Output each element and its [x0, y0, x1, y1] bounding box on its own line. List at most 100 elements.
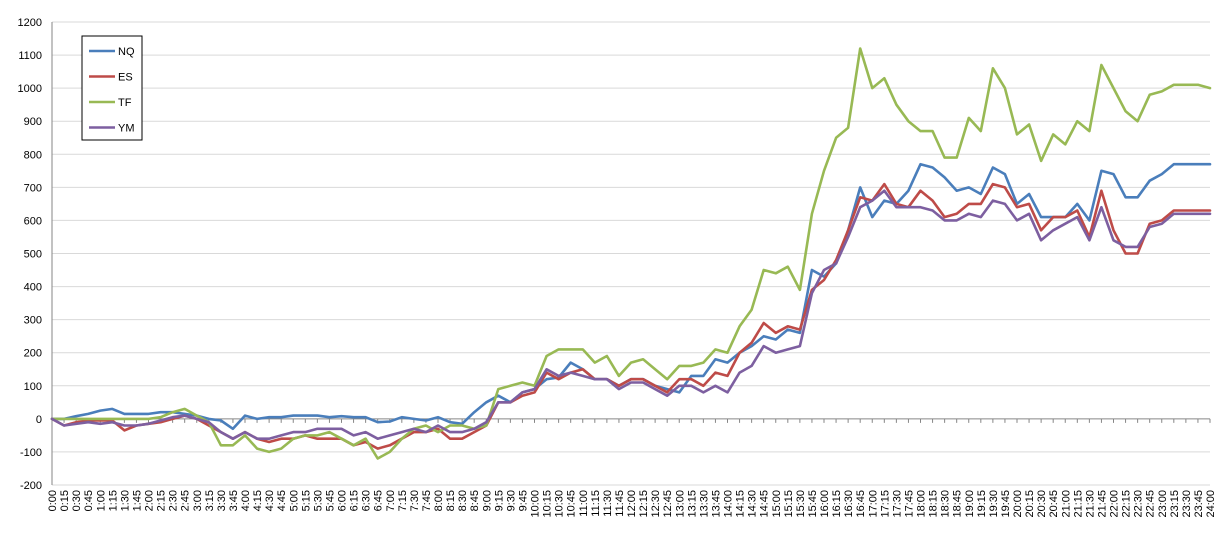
x-tick-label: 13:15 [686, 490, 698, 518]
x-tick-label: 3:15 [204, 490, 216, 511]
y-tick-label: 500 [24, 249, 42, 261]
x-tick-label: 11:15 [590, 490, 602, 517]
y-tick-label: 300 [24, 315, 42, 327]
x-tick-label: 12:30 [650, 490, 662, 518]
x-tick-label: 15:45 [807, 490, 819, 518]
x-tick-label: 6:15 [349, 490, 361, 511]
legend-label-es: ES [118, 72, 133, 84]
x-tick-label: 17:00 [867, 490, 879, 518]
x-tick-label: 19:45 [1000, 490, 1012, 518]
x-tick-label: 18:30 [940, 490, 952, 518]
x-tick-label: 18:15 [928, 490, 940, 518]
x-tick-label: 5:00 [288, 490, 300, 511]
series-line-nq [50, 162, 1212, 431]
series-line-tf [50, 47, 1212, 460]
y-tick-label: 800 [24, 149, 42, 161]
chart-gridlines [52, 21, 1210, 486]
x-tick-label: 21:15 [1072, 490, 1084, 518]
y-tick-label: 1000 [18, 83, 42, 95]
x-tick-label: 0:45 [83, 490, 95, 511]
y-tick-label: 200 [24, 348, 42, 360]
x-tick-label: 8:15 [445, 490, 457, 511]
x-tick-label: 4:45 [276, 490, 288, 511]
x-tick-label: 2:15 [156, 490, 168, 511]
x-tick-label: 1:15 [107, 490, 119, 511]
x-tick-label: 11:30 [602, 490, 614, 517]
x-tick-label: 7:30 [409, 490, 421, 511]
x-tick-label: 24:00 [1205, 490, 1217, 518]
x-tick-label: 2:00 [144, 490, 156, 511]
x-tick-label: 7:15 [397, 490, 409, 511]
y-tick-label: 900 [24, 116, 42, 128]
x-tick-label: 6:00 [337, 490, 349, 511]
series-line-ym [50, 189, 1212, 441]
x-tick-label: 4:15 [252, 490, 264, 511]
x-tick-label: 10:00 [530, 490, 542, 518]
x-tick-label: 9:45 [517, 490, 529, 511]
x-tick-label: 21:00 [1060, 490, 1072, 518]
x-tick-label: 2:30 [168, 490, 180, 511]
x-tick-label: 15:15 [783, 490, 795, 518]
x-tick-label: 5:30 [312, 490, 324, 511]
x-tick-label: 22:45 [1145, 490, 1157, 518]
x-tick-label: 7:00 [385, 490, 397, 511]
y-tick-label: 700 [24, 182, 42, 194]
x-tick-label: 0:30 [71, 490, 83, 511]
x-tick-label: 22:30 [1133, 490, 1145, 518]
chart-axes [51, 22, 1211, 485]
y-tick-label: -200 [20, 480, 42, 492]
y-tick-label: 0 [36, 414, 42, 426]
x-tick-label: 16:00 [819, 490, 831, 518]
x-tick-label: 10:45 [566, 490, 578, 518]
x-tick-label: 20:30 [1036, 490, 1048, 518]
x-tick-label: 5:45 [324, 490, 336, 511]
x-tick-label: 19:30 [988, 490, 1000, 518]
x-tick-label: 10:15 [542, 490, 554, 518]
x-tick-label: 9:30 [505, 490, 517, 511]
x-tick-label: 23:30 [1181, 490, 1193, 518]
x-tick-label: 1:45 [131, 490, 143, 511]
x-tick-label: 17:45 [903, 490, 915, 518]
x-tick-label: 23:15 [1169, 490, 1181, 518]
x-tick-label: 18:00 [916, 490, 928, 518]
x-tick-label: 19:00 [964, 490, 976, 518]
x-tick-label: 11:00 [578, 490, 590, 517]
x-tick-labels: 0:00 0:15 0:30 0:45 1:00 1:15 1:30 1:45 2:00 2:15… [47, 490, 1217, 518]
x-tick-label: 7:45 [421, 490, 433, 511]
x-tick-label: 20:45 [1048, 490, 1060, 518]
x-tick-label: 16:30 [843, 490, 855, 518]
x-tick-label: 9:00 [481, 490, 493, 511]
legend-box [81, 35, 143, 141]
x-tick-label: 12:45 [662, 490, 674, 518]
x-tick-label: 0:00 [47, 490, 59, 511]
x-tick-label: 14:45 [759, 490, 771, 518]
x-tick-label: 15:30 [795, 490, 807, 518]
x-tick-label: 16:45 [855, 490, 867, 518]
x-tick-label: 23:00 [1157, 490, 1169, 518]
x-tick-label: 8:00 [433, 490, 445, 511]
x-tick-label: 23:45 [1193, 490, 1205, 518]
x-tick-label: 0:15 [59, 490, 71, 511]
chart-series [50, 47, 1212, 460]
x-tick-label: 2:45 [180, 490, 192, 511]
x-tick-label: 16:15 [831, 490, 843, 518]
x-tick-label: 14:00 [723, 490, 735, 518]
y-tick-label: 1200 [18, 17, 42, 29]
x-tick-label: 5:15 [300, 490, 312, 511]
x-tick-label: 15:00 [771, 490, 783, 518]
series-line-es [50, 182, 1212, 450]
x-tick-label: 13:30 [698, 490, 710, 518]
x-tick-label: 13:45 [710, 490, 722, 518]
x-tick-label: 17:30 [891, 490, 903, 518]
legend-label-ym: YM [118, 123, 135, 135]
x-tick-label: 17:15 [879, 490, 891, 518]
x-tick-label: 22:00 [1109, 490, 1121, 518]
legend-label-tf: TF [118, 97, 132, 109]
x-tick-label: 18:45 [952, 490, 964, 518]
x-tick-label: 1:30 [119, 490, 131, 511]
x-tick-label: 3:30 [216, 490, 228, 511]
y-tick-label: -100 [20, 447, 42, 459]
y-tick-label: 600 [24, 215, 42, 227]
x-tick-label: 10:30 [554, 490, 566, 518]
